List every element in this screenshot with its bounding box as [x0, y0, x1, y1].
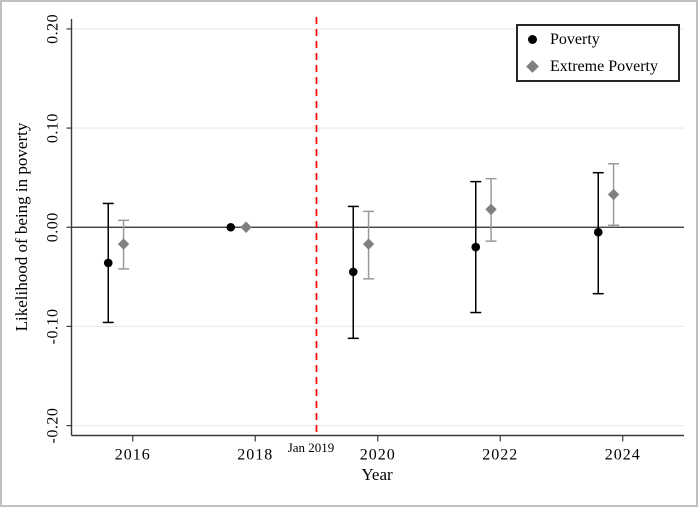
marker-extreme-poverty	[607, 188, 620, 201]
marker-poverty	[471, 242, 481, 252]
y-tick-label: 0.20	[45, 14, 62, 44]
legend-label-extreme-poverty: Extreme Poverty	[550, 57, 658, 75]
x-tick-label: 2024	[605, 447, 641, 464]
y-tick-label: -0.10	[45, 309, 62, 345]
vline-label: Jan 2019	[287, 440, 335, 455]
y-tick-label: -0.20	[45, 408, 62, 444]
marker-poverty	[348, 267, 358, 277]
x-tick-label: 2018	[237, 447, 273, 464]
x-tick-label: 2022	[482, 447, 518, 464]
legend-label-poverty: Poverty	[550, 30, 600, 48]
marker-poverty	[593, 227, 603, 237]
marker-extreme-poverty	[117, 238, 130, 250]
y-axis-title: Likelihood of being in poverty	[12, 122, 31, 332]
poverty-circle-icon	[523, 35, 541, 44]
x-tick-label: 2016	[115, 447, 151, 464]
marker-extreme-poverty	[362, 238, 375, 250]
extreme-poverty-diamond-icon	[523, 60, 541, 73]
marker-extreme-poverty	[240, 221, 252, 233]
x-tick-label: 2020	[360, 447, 396, 464]
y-tick-label: 0.00	[45, 212, 62, 242]
legend-entry-poverty: Poverty	[523, 27, 678, 52]
legend-box: Poverty Extreme Poverty	[516, 24, 680, 82]
y-tick-label: 0.10	[45, 113, 62, 143]
legend-entry-extreme-poverty: Extreme Poverty	[523, 54, 678, 79]
marker-extreme-poverty	[485, 203, 497, 216]
x-axis-title: Year	[361, 465, 393, 484]
marker-poverty	[226, 222, 236, 232]
marker-poverty	[103, 258, 113, 268]
